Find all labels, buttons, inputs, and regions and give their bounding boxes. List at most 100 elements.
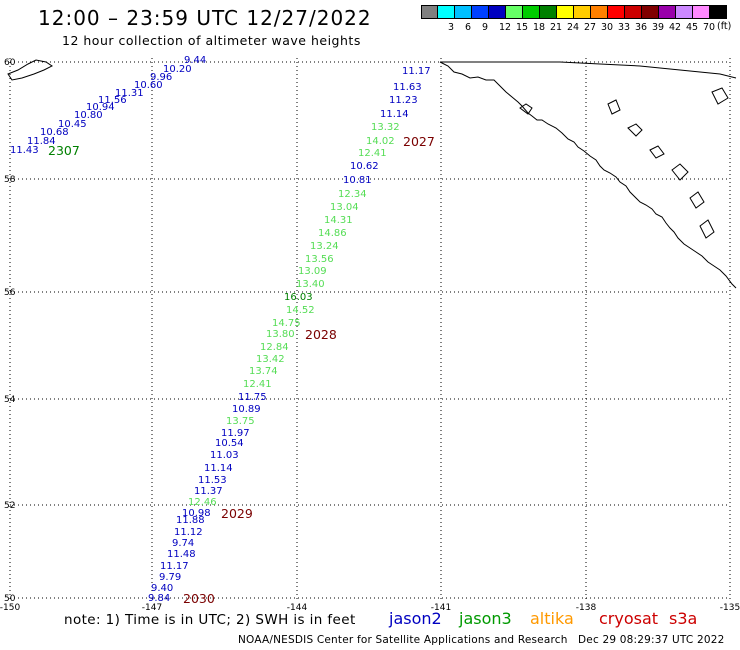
main-track-value: 9.40 bbox=[151, 583, 173, 594]
longitude-tick-label: -135 bbox=[720, 603, 740, 613]
main-track-value: 11.14 bbox=[380, 109, 409, 120]
main-track-value: 10.62 bbox=[350, 161, 379, 172]
nw-track-value: 10.45 bbox=[58, 119, 87, 130]
main-track-value: 11.23 bbox=[389, 95, 418, 106]
main-track-value: 16.03 bbox=[284, 292, 313, 303]
footer-note: note: 1) Time is in UTC; 2) SWH is in fe… bbox=[64, 612, 356, 628]
main-track-value: 12.46 bbox=[188, 497, 217, 508]
main-track-value: 14.52 bbox=[286, 305, 315, 316]
map-title: 12:00 – 23:59 UTC 12/27/2022 bbox=[38, 6, 372, 30]
credit-line: NOAA/NESDIS Center for Satellite Applica… bbox=[238, 634, 568, 646]
track-time-label: 2307 bbox=[48, 143, 80, 158]
map-subtitle: 12 hour collection of altimeter wave hei… bbox=[62, 33, 361, 48]
main-track-value: 9.79 bbox=[159, 572, 181, 583]
main-track-value: 13.40 bbox=[296, 279, 325, 290]
nw-track-value: 10.60 bbox=[134, 80, 163, 91]
wave-height-colorbar: 3 6 9 12 15 18 21 24 27 30 33 36 39 42 45 70 bbox=[421, 5, 727, 33]
latitude-tick-label: 54 bbox=[4, 395, 16, 405]
track-time-labels: 2307 2027 2028 2029 2030 bbox=[48, 134, 435, 606]
latitude-tick-label: 50 bbox=[4, 594, 16, 604]
main-track-value: 11.37 bbox=[194, 486, 223, 497]
nw-track-value: 9.44 bbox=[184, 55, 206, 66]
colorbar-tick-label: 15 bbox=[516, 22, 529, 33]
main-track-value: 13.74 bbox=[249, 366, 278, 377]
lat-lon-grid: -150 -147 -144 -141 -138 -135 50 52 54 56 58 60 bbox=[0, 58, 740, 613]
island-7 bbox=[711, 87, 729, 105]
island-5 bbox=[689, 191, 705, 209]
latitude-tick-label: 58 bbox=[4, 175, 16, 185]
main-track-value: 11.75 bbox=[238, 392, 267, 403]
longitude-tick-label: -141 bbox=[431, 603, 451, 613]
colorbar-swatch: 70 bbox=[693, 5, 715, 33]
main-track-value: 14.75 bbox=[272, 318, 301, 329]
colorbar-swatch bbox=[421, 5, 438, 19]
nw-track-value: 10.68 bbox=[40, 127, 69, 138]
nw-track-value: 11.56 bbox=[98, 95, 127, 106]
alaska-coast-east bbox=[440, 61, 737, 79]
colorbar-tick-label: 33 bbox=[618, 22, 631, 33]
colorbar-swatch: 42 bbox=[659, 5, 681, 33]
main-track-value: 12.41 bbox=[243, 379, 272, 390]
colorbar-swatch: 15 bbox=[506, 5, 528, 33]
nw-track-value: 11.43 bbox=[10, 145, 39, 156]
colorbar-tick-label: 12 bbox=[499, 22, 512, 33]
longitude-tick-label: -150 bbox=[0, 603, 20, 613]
colorbar-tick-label: 70 bbox=[703, 22, 716, 33]
colorbar-tick-label: 39 bbox=[652, 22, 665, 33]
island-4 bbox=[671, 163, 689, 181]
generated-timestamp: Dec 29 08:29:37 UTC 2022 bbox=[578, 634, 725, 646]
latitude-tick-label: 56 bbox=[4, 288, 16, 298]
nw-track-value: 10.20 bbox=[163, 64, 192, 75]
main-track-value: 10.89 bbox=[232, 404, 261, 415]
colorbar-swatch: 27 bbox=[574, 5, 596, 33]
main-track-value: 13.32 bbox=[371, 122, 400, 133]
main-track-value: 11.88 bbox=[176, 515, 205, 526]
colorbar-tick-label: 30 bbox=[601, 22, 614, 33]
colorbar-swatch: 3 bbox=[438, 5, 455, 33]
colorbar-swatch: 36 bbox=[625, 5, 647, 33]
main-track-value: 11.97 bbox=[221, 428, 250, 439]
main-track-value: 10.81 bbox=[343, 175, 372, 186]
nw-track-labels: 9.4410.209.9610.6011.3111.5610.9410.8010… bbox=[10, 55, 206, 156]
colorbar-tick-label: 18 bbox=[533, 22, 546, 33]
coastline bbox=[7, 59, 737, 289]
main-track-value: 11.17 bbox=[402, 66, 431, 77]
main-track-value: 12.41 bbox=[358, 148, 387, 159]
longitude-tick-label: -138 bbox=[576, 603, 597, 613]
main-track-value: 9.74 bbox=[172, 538, 194, 549]
main-track-value: 11.48 bbox=[167, 549, 196, 560]
nw-track-value: 10.94 bbox=[86, 102, 115, 113]
main-track-value: 12.34 bbox=[338, 189, 367, 200]
colorbar-swatch: 39 bbox=[642, 5, 664, 33]
colorbar-swatch: 18 bbox=[523, 5, 545, 33]
colorbar-tick-label: 21 bbox=[550, 22, 563, 33]
satellite-legend-altika: altika bbox=[530, 609, 574, 628]
main-track-value: 10.54 bbox=[215, 438, 244, 449]
nw-track-value: 11.31 bbox=[115, 88, 144, 99]
main-track-value: 13.09 bbox=[298, 266, 327, 277]
main-track-value: 11.03 bbox=[210, 450, 239, 461]
longitude-tick-label: -147 bbox=[142, 603, 162, 613]
colorbar-tick-label: 36 bbox=[635, 22, 648, 33]
satellite-legend-jason3: jason3 bbox=[459, 609, 512, 628]
island-2 bbox=[627, 123, 643, 137]
island-3 bbox=[649, 145, 665, 159]
nw-track-value: 10.80 bbox=[74, 110, 103, 121]
main-track-value: 13.24 bbox=[310, 241, 339, 252]
main-track-value: 11.17 bbox=[160, 561, 189, 572]
main-track-labels: 11.1711.6311.2311.1413.3214.0212.4110.62… bbox=[148, 66, 431, 604]
track-time-label: 2028 bbox=[305, 327, 337, 342]
colorbar-unit: (ft) bbox=[717, 21, 732, 32]
track-time-label: 2029 bbox=[221, 506, 253, 521]
main-track-value: 11.53 bbox=[198, 475, 227, 486]
main-track-value: 14.02 bbox=[366, 136, 395, 147]
main-track-value: 13.04 bbox=[330, 202, 359, 213]
main-track-value: 11.14 bbox=[204, 463, 233, 474]
alaska-coast bbox=[439, 61, 737, 289]
island-1 bbox=[519, 103, 533, 115]
main-track-value: 11.12 bbox=[174, 527, 203, 538]
colorbar-tick-label: 42 bbox=[669, 22, 682, 33]
longitude-tick-label: -144 bbox=[287, 603, 308, 613]
track-time-label: 2027 bbox=[403, 134, 435, 149]
